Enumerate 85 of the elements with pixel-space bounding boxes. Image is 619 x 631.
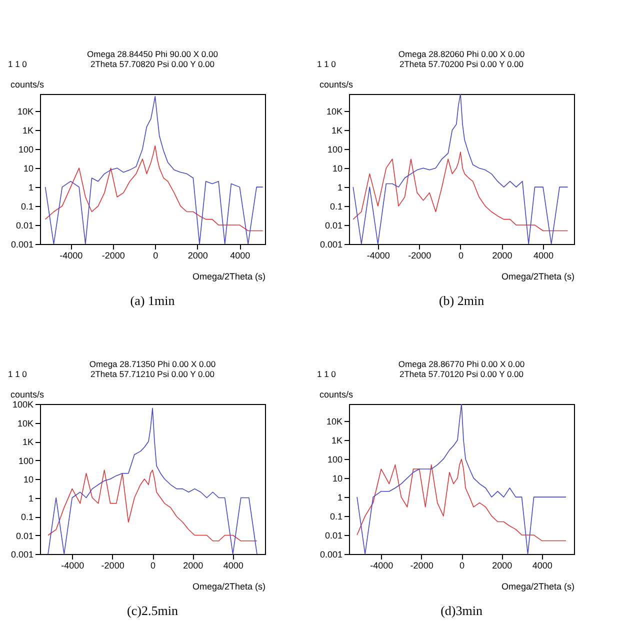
x-tick-label: -2000	[102, 250, 125, 260]
line-series	[356, 404, 566, 554]
x-tick-label: 4000	[532, 560, 552, 570]
y-tick-label: 10	[332, 164, 342, 174]
text: (c)2.5min	[127, 603, 178, 618]
x-tick-label: -2000	[410, 560, 434, 570]
y-tick-label: 10K	[326, 416, 342, 427]
y-tick-label: 100	[18, 456, 34, 466]
y-axis-title: counts/s	[10, 80, 45, 90]
x-tick-label: -4000	[61, 560, 84, 570]
y-tick-label: 10	[23, 474, 34, 484]
text: 1 1 0	[317, 59, 336, 69]
y-axis-title: counts/s	[10, 390, 45, 400]
y-tick-label: 0.001	[10, 550, 34, 560]
y-tick-label: 10K	[17, 418, 34, 428]
y-axis-title: counts/s	[320, 390, 354, 400]
y-tick-label: 1K	[331, 126, 342, 136]
y-tick-label: 1K	[22, 126, 34, 136]
x-tick-label: 4000	[230, 250, 250, 260]
y-tick-label: 10	[23, 164, 34, 174]
x-axis-title: Omega/2Theta (s)	[192, 272, 266, 282]
line-series	[44, 145, 264, 232]
text: 1 1 0	[8, 369, 28, 379]
x-tick-label: 4000	[223, 560, 244, 570]
text: (a) 1min	[130, 293, 176, 308]
line-series	[352, 94, 568, 244]
y-tick-label: 0.1	[330, 512, 342, 522]
y-tick-label: 0.1	[20, 202, 34, 212]
x-tick-label: 0	[150, 560, 156, 570]
y-tick-label: 100K	[12, 400, 34, 410]
text: 2Theta 57.70820 Psi 0.00 Y 0.00	[90, 59, 215, 69]
x-tick-label: 4000	[534, 250, 554, 260]
text: (d)3min	[440, 603, 483, 618]
x-tick-label: 0	[458, 250, 464, 260]
y-tick-label: 0.01	[16, 220, 34, 231]
y-tick-label: 1	[337, 182, 342, 193]
text: 2Theta 57.70120 Psi 0.00 Y 0.00	[400, 369, 524, 379]
text: Omega 28.86770 Phi 0.00 X 0.00	[398, 359, 525, 369]
x-axis-title: Omega/2Theta (s)	[501, 582, 574, 592]
x-tick-label: -2000	[408, 250, 432, 260]
x-tick-label: -4000	[370, 560, 394, 570]
text: (b) 2min	[438, 293, 485, 308]
line-series	[356, 458, 566, 542]
text: 1 1 0	[8, 59, 28, 69]
text: Omega 28.71350 Phi 0.00 X 0.00	[89, 359, 216, 369]
y-tick-label: 100	[327, 144, 342, 155]
y-tick-label: 1	[28, 182, 34, 193]
y-tick-label: 1K	[331, 436, 342, 446]
x-tick-label: 2000	[183, 560, 204, 570]
text: 2Theta 57.71210 Psi 0.00 Y 0.00	[90, 369, 215, 379]
y-tick-label: 10	[332, 474, 342, 484]
y-axis-title: counts/s	[320, 80, 354, 90]
text: 1 1 0	[317, 369, 336, 379]
y-tick-label: 0.1	[330, 202, 342, 212]
y-tick-label: 1K	[22, 437, 34, 447]
x-tick-label: 0	[459, 560, 465, 570]
y-tick-label: 0.01	[324, 220, 342, 231]
y-tick-label: 0.01	[16, 530, 34, 541]
y-tick-label: 0.01	[324, 530, 342, 541]
text: Omega 28.82060 Phi 0.00 X 0.00	[398, 49, 525, 59]
y-tick-label: 0.001	[10, 240, 34, 250]
x-axis-title: Omega/2Theta (s)	[501, 272, 574, 282]
x-tick-label: -2000	[101, 560, 124, 570]
x-tick-label: 2000	[492, 250, 512, 260]
y-tick-label: 1	[337, 492, 342, 503]
text: Omega 28.84450 Phi 90.00 X 0.00	[87, 49, 218, 59]
x-tick-label: -4000	[366, 250, 390, 260]
y-tick-label: 100	[18, 144, 34, 155]
text: 2Theta 57.70200 Psi 0.00 Y 0.00	[400, 59, 524, 69]
y-tick-label: 10K	[17, 106, 34, 117]
line-series	[352, 152, 568, 232]
y-tick-label: 100	[327, 454, 342, 465]
y-tick-label: 1	[28, 493, 34, 504]
x-tick-label: 0	[153, 250, 158, 260]
y-tick-label: 0.001	[320, 550, 342, 560]
x-tick-label: 2000	[188, 250, 208, 260]
x-axis-title: Omega/2Theta (s)	[192, 582, 266, 592]
y-tick-label: 0.001	[320, 240, 342, 250]
y-tick-label: 0.1	[20, 512, 34, 522]
line-series	[44, 96, 264, 244]
line-series	[48, 408, 258, 554]
y-tick-label: 10K	[326, 106, 342, 117]
x-tick-label: 2000	[492, 560, 512, 570]
x-tick-label: -4000	[60, 250, 83, 260]
line-series	[48, 470, 258, 542]
